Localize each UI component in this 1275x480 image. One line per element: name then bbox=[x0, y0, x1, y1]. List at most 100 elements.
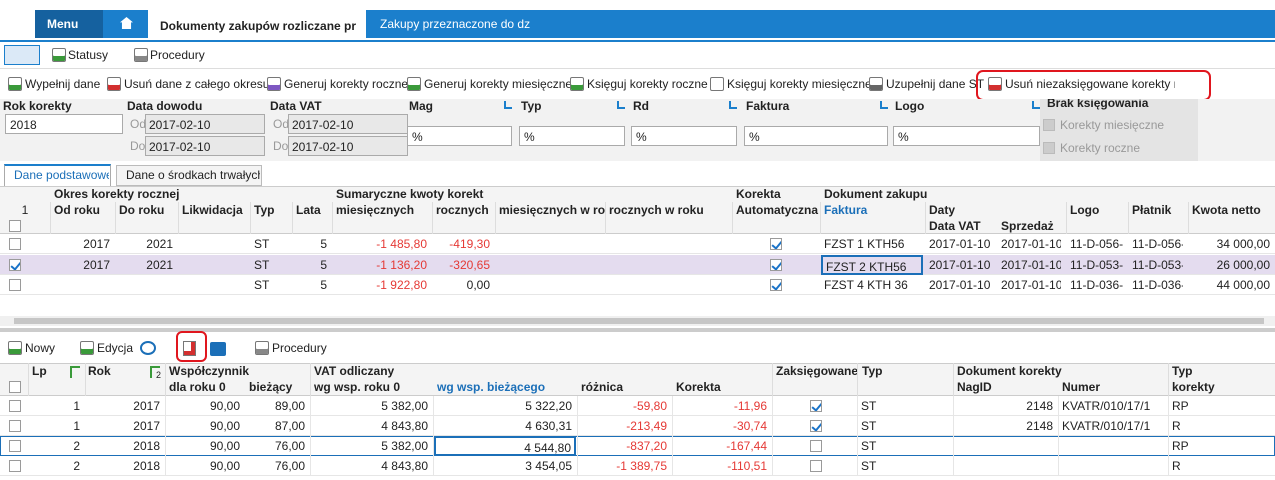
home-icon[interactable] bbox=[120, 17, 133, 29]
select[interactable]: 2018 bbox=[5, 114, 123, 134]
filter-icon bbox=[729, 101, 737, 109]
column-header: Data VAT bbox=[929, 219, 981, 233]
table-cell: RP bbox=[1172, 399, 1189, 413]
checkbox[interactable] bbox=[1043, 142, 1055, 154]
checkbox[interactable] bbox=[770, 258, 782, 271]
table-cell: 5 382,00 bbox=[381, 399, 428, 413]
column-header[interactable]: Dokument korekty bbox=[957, 364, 1062, 378]
text-input[interactable]: % bbox=[519, 126, 625, 146]
icon bbox=[80, 341, 94, 355]
column-header[interactable]: Płatnik bbox=[1132, 203, 1172, 217]
toolbar-button[interactable]: Procedury bbox=[272, 341, 327, 355]
column-header[interactable]: NagID bbox=[957, 380, 992, 394]
delete-button[interactable] bbox=[183, 341, 196, 356]
date-input[interactable]: 2017-02-10 bbox=[288, 114, 408, 134]
column-header[interactable]: Lp bbox=[32, 364, 47, 378]
checkbox[interactable] bbox=[9, 420, 21, 432]
column-header[interactable]: Numer bbox=[1062, 380, 1101, 394]
filter-label: Do bbox=[273, 139, 289, 153]
column-header[interactable]: wg wsp. roku 0 bbox=[314, 380, 401, 394]
column-header[interactable]: Typ bbox=[1172, 364, 1193, 378]
column-header[interactable]: rocznych bbox=[436, 203, 489, 217]
toolbar-button[interactable]: Procedury bbox=[150, 48, 205, 62]
column-header[interactable]: wg wsp. bieżącego bbox=[437, 380, 546, 394]
column-header[interactable]: VAT odliczany bbox=[314, 364, 395, 378]
text-input[interactable]: % bbox=[407, 126, 512, 146]
table-cell: 1 bbox=[73, 419, 80, 433]
checkbox[interactable] bbox=[770, 238, 782, 250]
cell-border bbox=[577, 436, 578, 456]
toolbar-button[interactable]: Statusy bbox=[68, 48, 109, 62]
subtab[interactable]: Dane o środkach trwałych bbox=[126, 168, 260, 182]
column-header[interactable]: Faktura bbox=[824, 203, 868, 217]
action-button[interactable]: Księguj korekty miesięczne bbox=[727, 77, 872, 91]
action-button[interactable]: Uzupełnij dane ST bbox=[886, 77, 985, 91]
table-cell: -837,20 bbox=[626, 439, 667, 453]
date-input[interactable]: 2017-02-10 bbox=[288, 136, 408, 156]
column-header[interactable]: Typ bbox=[254, 203, 275, 217]
search-button[interactable] bbox=[140, 341, 156, 355]
column-header[interactable]: Od roku bbox=[54, 203, 101, 217]
text-input[interactable]: % bbox=[631, 126, 737, 146]
print-button[interactable] bbox=[210, 342, 226, 356]
tab[interactable]: Zakupy przeznaczone do dz bbox=[380, 17, 530, 31]
action-button[interactable]: Usuń niezaksięgowane korekty roczne bbox=[1005, 77, 1175, 91]
checkbox[interactable] bbox=[9, 279, 21, 291]
column-header[interactable]: Lata bbox=[296, 203, 321, 217]
table-cell: 89,00 bbox=[274, 399, 305, 413]
column-header[interactable]: Automatyczna bbox=[736, 203, 819, 217]
action-button[interactable]: Generuj korekty miesięczne bbox=[424, 77, 573, 91]
column-border bbox=[820, 202, 821, 234]
text-input[interactable]: % bbox=[744, 126, 888, 146]
date-input[interactable]: 2017-02-10 bbox=[145, 136, 265, 156]
tab[interactable]: Dokumenty zakupów rozliczane pro bbox=[160, 19, 356, 33]
checkbox[interactable] bbox=[9, 238, 21, 250]
column-header[interactable]: Rok bbox=[88, 364, 111, 378]
column-header[interactable]: Współczynnik bbox=[169, 364, 250, 378]
action-button[interactable]: Księguj korekty roczne bbox=[587, 77, 708, 91]
column-header[interactable]: Korekta bbox=[676, 380, 721, 394]
action-button[interactable]: Generuj korekty roczne bbox=[284, 77, 409, 91]
checkbox[interactable] bbox=[1043, 119, 1055, 131]
column-header[interactable]: korekty bbox=[1172, 380, 1215, 394]
checkbox[interactable] bbox=[9, 400, 21, 412]
menu-button[interactable]: Menu bbox=[35, 10, 103, 38]
checkbox[interactable] bbox=[810, 400, 822, 412]
toolbar-button[interactable]: Edycja bbox=[97, 341, 134, 355]
checkbox[interactable] bbox=[9, 460, 21, 472]
column-header[interactable]: miesięcznych w roku bbox=[499, 203, 605, 217]
column-header[interactable]: miesięcznych bbox=[336, 203, 415, 217]
column-header[interactable]: rocznych w roku bbox=[609, 203, 704, 217]
sort-icon[interactable] bbox=[150, 366, 160, 378]
column-header[interactable]: Likwidacja bbox=[182, 203, 243, 217]
column-header[interactable]: bieżący bbox=[249, 380, 293, 394]
column-header[interactable]: Daty bbox=[929, 203, 956, 217]
table-cell: 4 843,80 bbox=[381, 459, 428, 473]
checkbox[interactable] bbox=[810, 440, 822, 452]
column-border bbox=[1128, 202, 1129, 234]
checkbox[interactable] bbox=[9, 440, 21, 452]
checkbox[interactable] bbox=[810, 420, 822, 432]
column-header[interactable]: Zaksięgowane bbox=[776, 364, 859, 378]
checkbox[interactable] bbox=[770, 279, 782, 291]
checkbox[interactable] bbox=[9, 258, 21, 271]
column-header[interactable]: Do roku bbox=[119, 203, 165, 217]
filter-label: Data VAT bbox=[270, 99, 322, 113]
checkbox[interactable] bbox=[810, 460, 822, 472]
column-header[interactable]: Kwota netto bbox=[1192, 203, 1261, 217]
action-button[interactable]: Wypełnij dane bbox=[25, 77, 101, 91]
toolbar-button[interactable]: Nowy bbox=[25, 341, 56, 355]
column-header[interactable]: Typ bbox=[862, 364, 883, 378]
column-header[interactable]: Logo bbox=[1070, 203, 1100, 217]
sort-icon[interactable] bbox=[70, 366, 80, 378]
text-input[interactable]: % bbox=[893, 126, 1040, 146]
column-header[interactable]: dla roku 0 bbox=[169, 380, 226, 394]
checkbox[interactable] bbox=[9, 220, 21, 232]
checkbox[interactable] bbox=[9, 381, 21, 393]
action-button[interactable]: Usuń dane z całego okresu bbox=[124, 77, 270, 91]
print-button[interactable] bbox=[4, 45, 40, 65]
subtab[interactable]: Dane podstawowe bbox=[14, 168, 109, 182]
date-input[interactable]: 2017-02-10 bbox=[145, 114, 265, 134]
column-header[interactable]: różnica bbox=[581, 380, 624, 394]
cell-border bbox=[1058, 416, 1059, 436]
